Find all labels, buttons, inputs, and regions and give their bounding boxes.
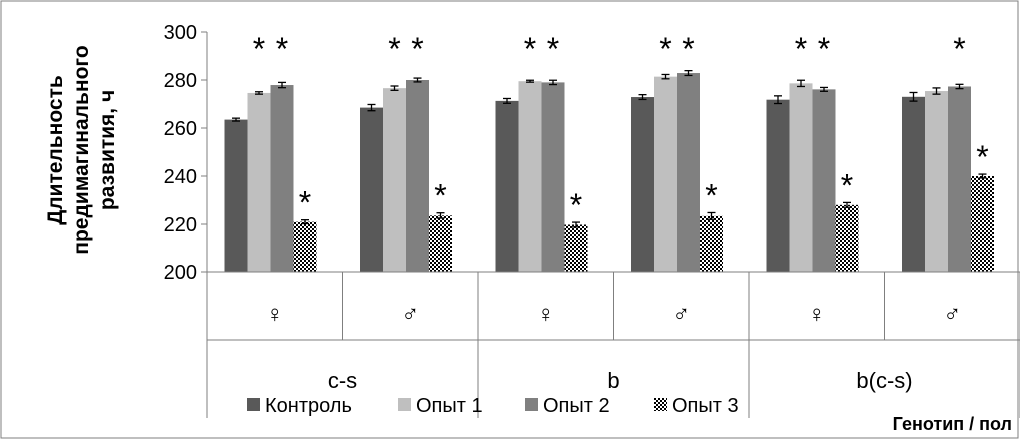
x-category-label: ♂ [943,301,961,328]
bar [406,80,429,272]
y-axis-title-line-3: развития, ч [96,90,119,210]
y-tick-label: 240 [164,166,197,188]
significance-star: * [659,31,671,67]
bar [224,119,248,272]
y-tick-label: 220 [164,214,197,236]
y-axis-title: Длительность предимагинального развития,… [44,45,119,254]
x-category-label: ♀ [266,301,284,328]
bar [812,89,836,272]
significance-star: * [818,31,830,67]
y-tick-label: 200 [164,262,197,284]
bar [925,91,948,272]
bar [518,81,542,272]
significance-star: * [411,31,423,67]
x-group-label: b [607,368,619,393]
bar [766,99,790,273]
bar [247,92,271,273]
bar [293,221,317,272]
bar [631,97,654,272]
significance-star: * [705,177,717,213]
x-category-label: ♂ [672,301,690,328]
significance-star: * [276,31,288,67]
bars: * * * * * * * * * * * * * * * * * [224,31,994,273]
y-tick-label: 280 [164,70,197,92]
y-axis-title-line-1: Длительность [44,75,67,225]
legend-label: Опыт 1 [416,395,483,417]
bar [360,107,383,272]
bar [654,76,677,272]
y-tick-label: 300 [164,22,197,44]
bar [564,224,588,272]
bar [948,86,971,272]
bar [835,204,859,272]
bar [971,176,994,272]
significance-star: * [682,31,694,67]
bar [789,83,813,272]
x-group-label: c-s [328,368,357,393]
bar [270,85,294,272]
significance-star: * [434,178,446,214]
legend-label: Опыт 2 [543,395,610,417]
significance-star: * [841,167,853,203]
y-tick-label: 260 [164,118,197,140]
significance-star: * [299,185,311,221]
axes: 200 220 240 260 280 300 [164,22,208,284]
bar [495,100,519,272]
x-category-label: ♀ [808,301,826,328]
legend: Контроль Опыт 1 Опыт 2 Опыт 3 [247,395,739,417]
legend-swatch [654,398,667,411]
significance-star: * [388,31,400,67]
significance-star: * [795,31,807,67]
significance-star: * [953,31,965,67]
significance-star: * [570,187,582,223]
significance-star: * [253,31,265,67]
significance-star: * [976,139,988,175]
bar [677,73,700,272]
bar [541,82,565,273]
y-axis-title-line-2: предимагинального [70,45,93,254]
legend-swatch [398,398,411,411]
legend-swatch [247,398,260,411]
x-category-label: ♀ [537,301,555,328]
bar [383,88,406,272]
x-axis-title: Генотип / пол [893,414,1012,434]
x-group-label: b(c-s) [856,368,912,393]
significance-star: * [524,31,536,67]
legend-label: Контроль [265,395,352,417]
x-axis: ♀ ♂ c-s ♀ ♂ b ♀ ♂ b(c-s) [206,271,1020,418]
bar [429,215,452,272]
x-category-label: ♂ [401,301,419,328]
bar [700,215,723,272]
legend-swatch [525,398,538,411]
significance-star: * [547,31,559,67]
legend-label: Опыт 3 [672,395,739,417]
bar [902,96,925,272]
